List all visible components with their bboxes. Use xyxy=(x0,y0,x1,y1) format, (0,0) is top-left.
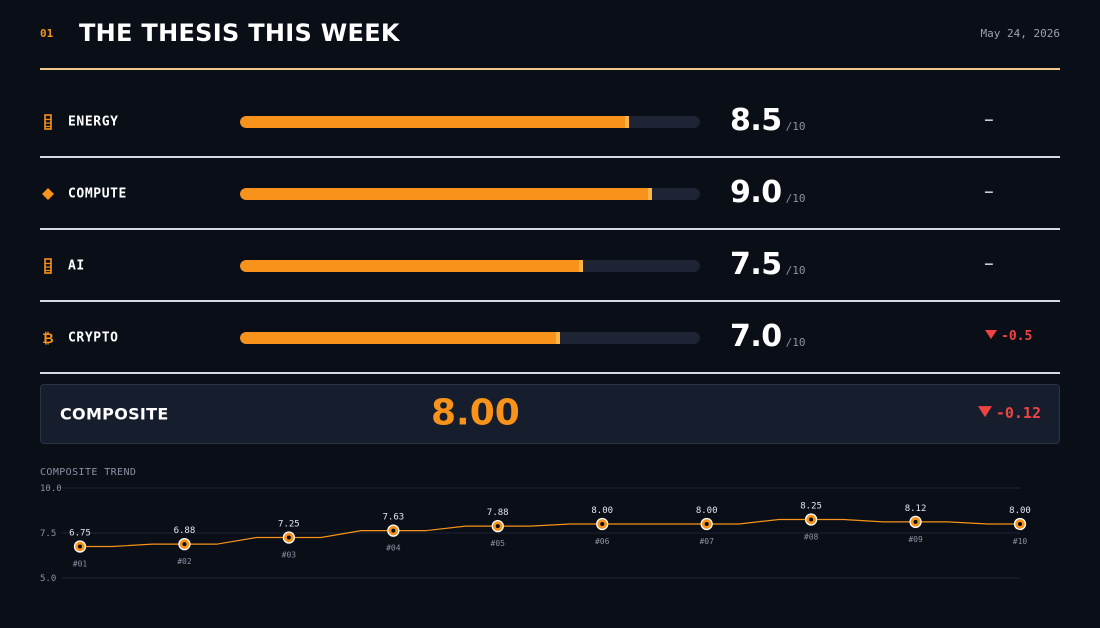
score-bar-tip xyxy=(556,332,560,344)
delta-value: – xyxy=(985,185,993,200)
score-bar-track xyxy=(240,260,700,272)
data-label: 8.25 xyxy=(800,502,822,512)
delta-value: -0.5 xyxy=(985,329,1032,344)
x-tick-label: #03 xyxy=(282,551,297,560)
report-date: May 24, 2026 xyxy=(980,27,1060,40)
score-row-energy: ENERGY 8.5/10 – xyxy=(40,86,1060,158)
row-label: AI xyxy=(68,258,85,274)
score-value: 7.5/10 xyxy=(730,246,806,282)
score-bar-fill xyxy=(240,260,583,272)
score-bar-track xyxy=(240,116,700,128)
x-tick-label: #10 xyxy=(1013,537,1028,546)
data-label: 6.75 xyxy=(69,529,91,539)
row-divider xyxy=(40,156,1060,158)
score-value: 9.0/10 xyxy=(730,174,806,210)
header: 01 THE THESIS THIS WEEK May 24, 2026 xyxy=(40,18,1060,52)
section-number: 01 xyxy=(40,27,54,40)
x-tick-label: #02 xyxy=(177,557,192,566)
composite-label: COMPOSITE xyxy=(60,404,169,424)
x-tick-label: #06 xyxy=(595,537,610,546)
score-denominator: /10 xyxy=(785,335,806,349)
composite-value: 8.00 xyxy=(431,392,520,434)
data-point-center xyxy=(1018,522,1022,526)
data-point-center xyxy=(391,528,396,533)
energy-bar-icon xyxy=(44,114,52,130)
data-label: 6.88 xyxy=(174,526,196,536)
bitcoin-icon: ₿ xyxy=(42,331,53,346)
data-point-center xyxy=(913,519,918,524)
delta-value: – xyxy=(985,257,993,272)
score-bar-track xyxy=(240,332,700,344)
svg-text:₿: ₿ xyxy=(42,331,53,346)
row-divider xyxy=(40,228,1060,230)
data-point-center xyxy=(182,542,187,547)
data-label: 8.00 xyxy=(1009,506,1031,516)
data-label: 7.63 xyxy=(382,513,404,523)
composite-trend-chart: 10.0 7.5 5.0 6.75 #01 6.88 #02 7.25 #03 7.63 #04 7.… xyxy=(40,484,1031,584)
data-label: 8.00 xyxy=(591,506,613,516)
score-denominator: /10 xyxy=(785,191,806,205)
data-label: 8.00 xyxy=(696,506,718,516)
score-bar-tip xyxy=(579,260,583,272)
diamond-icon xyxy=(42,188,54,200)
score-bar-tip xyxy=(648,188,652,200)
data-point-center xyxy=(600,522,605,526)
score-bar-tip xyxy=(625,116,629,128)
row-divider xyxy=(40,300,1060,302)
score-bar-fill xyxy=(240,188,652,200)
score-denominator: /10 xyxy=(785,119,806,133)
x-tick-label: #08 xyxy=(804,533,819,542)
x-tick-label: #04 xyxy=(386,544,401,553)
chart-title: COMPOSITE TREND xyxy=(40,467,137,478)
page-title: THE THESIS THIS WEEK xyxy=(79,19,400,47)
data-point-center xyxy=(286,535,291,540)
header-divider xyxy=(40,68,1060,70)
data-point-center xyxy=(78,544,82,549)
score-bar-track xyxy=(240,188,700,200)
data-point-center xyxy=(809,517,814,522)
score-value: 8.5/10 xyxy=(730,102,806,138)
ai-bar-icon xyxy=(44,258,52,274)
score-row-crypto: ₿ CRYPTO 7.0/10 -0.5 xyxy=(40,302,1060,374)
down-triangle-icon xyxy=(985,330,997,339)
row-divider xyxy=(40,372,1060,374)
y-tick-label: 5.0 xyxy=(40,574,56,584)
score-value: 7.0/10 xyxy=(730,318,806,354)
x-tick-label: #09 xyxy=(908,535,923,544)
x-tick-label: #07 xyxy=(699,537,714,546)
data-label: 7.88 xyxy=(487,508,509,518)
composite-delta: -0.12 xyxy=(977,404,1041,422)
y-tick-label: 10.0 xyxy=(40,484,62,494)
data-label: 7.25 xyxy=(278,520,300,530)
down-triangle-icon xyxy=(977,406,992,418)
score-row-ai: AI 7.5/10 – xyxy=(40,230,1060,302)
row-label: COMPUTE xyxy=(68,186,127,202)
data-label: 8.12 xyxy=(905,504,927,514)
trend-line xyxy=(80,518,1020,548)
row-label: CRYPTO xyxy=(68,330,119,346)
data-point-center xyxy=(704,522,709,526)
score-denominator: /10 xyxy=(785,263,806,277)
y-tick-label: 7.5 xyxy=(40,529,56,539)
score-row-compute: COMPUTE 9.0/10 – xyxy=(40,158,1060,230)
delta-value: – xyxy=(985,113,993,128)
score-bar-fill xyxy=(240,332,560,344)
composite-panel: COMPOSITE 8.00 -0.12 xyxy=(40,384,1060,444)
score-bar-fill xyxy=(240,116,629,128)
data-point-center xyxy=(495,524,500,529)
row-label: ENERGY xyxy=(68,114,119,130)
x-tick-label: #05 xyxy=(491,539,506,548)
x-tick-label: #01 xyxy=(73,560,88,569)
